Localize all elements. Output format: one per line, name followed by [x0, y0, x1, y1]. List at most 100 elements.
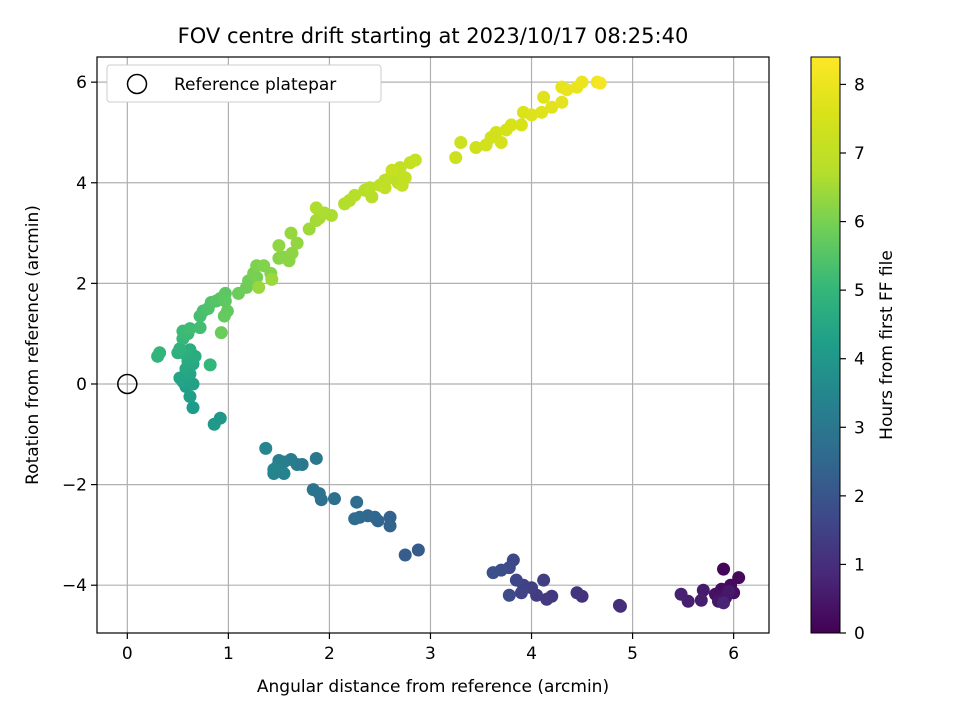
data-point: [575, 75, 589, 89]
data-point: [378, 181, 392, 195]
data-point: [193, 321, 207, 335]
colorbar: 0 1 2 3 4 5 6 7 8 Hours from first FF file: [810, 56, 897, 644]
y-tick-label: 4: [76, 174, 87, 194]
data-point: [214, 326, 228, 340]
data-point: [514, 118, 528, 132]
grid: [97, 57, 769, 633]
data-point: [186, 377, 200, 391]
data-point: [570, 586, 584, 600]
data-point: [350, 495, 364, 509]
y-axis-ticks: −4 −2 0 2 4 6: [62, 73, 97, 596]
data-point: [514, 586, 528, 600]
data-point: [494, 136, 508, 150]
colorbar-gradient: [811, 57, 840, 633]
colorbar-tick-label: 8: [854, 75, 865, 95]
colorbar-tick-label: 1: [854, 555, 865, 575]
x-axis-label: Angular distance from reference (arcmin): [257, 677, 609, 697]
data-point: [259, 441, 273, 455]
y-axis-label: Rotation from reference (arcmin): [23, 205, 43, 485]
data-point: [327, 492, 341, 506]
data-point: [674, 587, 688, 601]
data-point: [363, 181, 377, 195]
x-tick-label: 3: [425, 644, 436, 664]
x-tick-label: 2: [324, 644, 335, 664]
x-axis-ticks: 0 1 2 3 4 5 6: [122, 633, 739, 664]
data-point: [348, 512, 362, 526]
x-tick-label: 6: [728, 644, 739, 664]
data-point: [267, 463, 281, 477]
data-point: [555, 95, 569, 109]
data-point: [454, 136, 468, 150]
data-point: [717, 596, 731, 610]
data-point: [593, 76, 607, 90]
colorbar-tick-label: 6: [854, 213, 865, 233]
colorbar-tick-label: 4: [854, 350, 865, 370]
reference-marker-layer: [117, 373, 138, 395]
data-point: [183, 390, 197, 404]
data-point: [560, 83, 574, 97]
data-point: [696, 583, 710, 597]
data-point: [348, 188, 362, 202]
y-tick-label: −4: [62, 576, 87, 596]
data-points: [151, 75, 746, 613]
data-point: [324, 208, 338, 222]
data-point: [537, 90, 551, 104]
data-point: [398, 548, 412, 562]
colorbar-frame: [810, 56, 841, 634]
data-point: [306, 483, 320, 497]
legend-label: Reference platepar: [174, 75, 336, 95]
data-point: [309, 451, 323, 465]
data-point: [309, 201, 323, 215]
y-tick-label: −2: [62, 476, 87, 496]
data-point: [545, 100, 559, 114]
data-point: [395, 178, 409, 192]
data-point: [302, 222, 316, 236]
data-point: [265, 272, 279, 286]
plot-frame: [96, 56, 770, 634]
colorbar-tick-label: 3: [854, 418, 865, 438]
data-point: [469, 141, 483, 155]
data-point: [290, 236, 304, 250]
data-point: [186, 401, 200, 415]
data-point: [694, 593, 708, 607]
data-point: [203, 358, 217, 372]
data-point: [217, 309, 231, 323]
reference-legend-marker: [126, 73, 148, 95]
colorbar-tick-label: 7: [854, 144, 865, 164]
data-point: [153, 346, 167, 360]
x-tick-label: 5: [627, 644, 638, 664]
data-point: [207, 417, 221, 431]
x-tick-label: 0: [122, 644, 133, 664]
colorbar-tick-label: 0: [854, 624, 865, 644]
data-point: [502, 588, 516, 602]
data-point: [285, 246, 299, 260]
chart-title: FOV centre drift starting at 2023/10/17 …: [178, 24, 689, 48]
data-point: [504, 118, 518, 132]
data-point: [722, 584, 736, 598]
data-point: [489, 125, 503, 139]
data-point: [540, 592, 554, 606]
colorbar-ticks: 0 1 2 3 4 5 6 7 8: [840, 75, 865, 644]
legend: Reference platepar: [106, 64, 382, 103]
colorbar-label: Hours from first FF file: [877, 250, 897, 440]
data-point: [272, 239, 286, 253]
data-point: [449, 151, 463, 165]
data-point: [385, 163, 399, 177]
data-point: [411, 543, 425, 557]
y-tick-label: 2: [76, 274, 87, 294]
data-point: [183, 322, 197, 336]
data-point: [218, 294, 232, 308]
data-point: [252, 280, 266, 294]
colorbar-tick-label: 5: [854, 281, 865, 301]
reference-platepar-marker: [117, 373, 138, 395]
data-point: [486, 566, 500, 580]
y-tick-label: 0: [76, 375, 87, 395]
data-point: [612, 598, 626, 612]
data-point: [509, 573, 523, 587]
data-point: [383, 519, 397, 533]
data-point: [535, 105, 549, 119]
colorbar-tick-label: 2: [854, 487, 865, 507]
data-point: [525, 108, 539, 122]
data-point: [408, 153, 422, 167]
